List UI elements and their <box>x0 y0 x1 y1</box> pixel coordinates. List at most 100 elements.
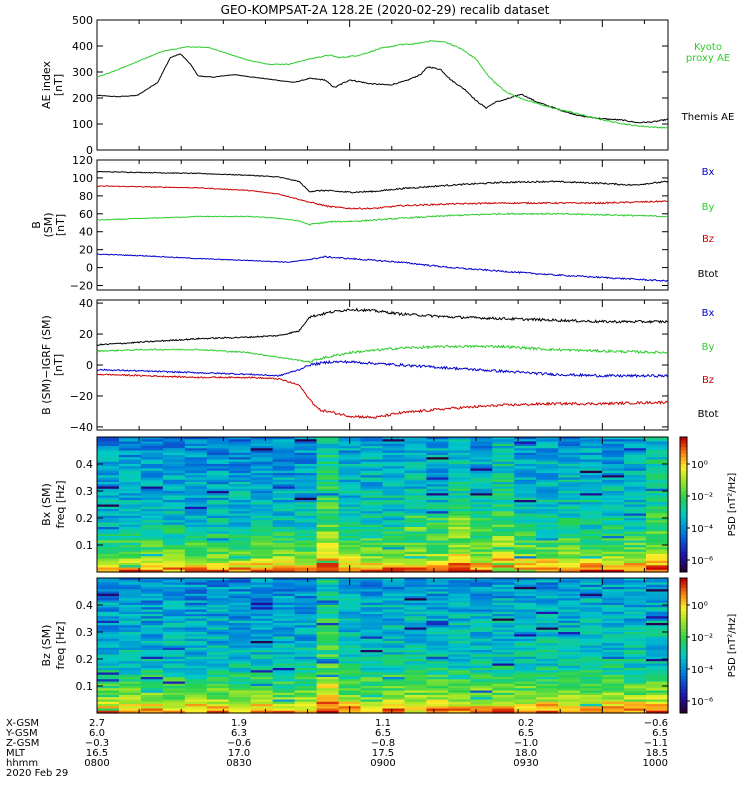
spectrogram-cell <box>470 466 493 470</box>
spectrogram-cell <box>646 536 669 539</box>
spectrogram-cell <box>162 531 186 535</box>
spectrogram-cell <box>294 488 318 492</box>
spectrogram-cell <box>514 518 537 521</box>
spectrogram-cell <box>470 679 493 683</box>
spectrogram-cell <box>404 654 428 658</box>
colorbar-segment <box>680 460 687 465</box>
spectrogram-cell <box>492 692 515 696</box>
spectrogram-cell <box>162 584 186 588</box>
spectrogram-cell <box>514 580 537 584</box>
spectrogram-cell <box>602 636 625 640</box>
spectrogram-cell <box>558 692 581 696</box>
spectrogram-cell <box>316 645 340 649</box>
spectrogram-cell <box>294 540 318 544</box>
spectrogram-cell <box>404 448 428 452</box>
spectrogram-cell <box>536 443 559 447</box>
spectrogram-cell <box>206 634 230 638</box>
spectrogram-cell <box>162 437 186 440</box>
spectrogram-cell <box>382 674 406 678</box>
spectrogram-cell <box>646 645 669 649</box>
spectrogram-cell <box>97 645 120 649</box>
spectrogram-cell <box>97 475 120 479</box>
spectrogram-cell <box>140 607 164 611</box>
spectrogram-cell <box>580 565 603 569</box>
colorbar-segment <box>680 558 687 563</box>
series-line-bx <box>97 253 668 282</box>
spectrogram-cell <box>316 448 340 452</box>
spectrogram-cell <box>184 565 208 569</box>
spectrogram-cell <box>558 641 581 644</box>
ephemeris-value: 16.5 <box>86 748 108 759</box>
spectrogram-cell <box>580 645 603 649</box>
spectrogram-cell <box>492 638 515 642</box>
spectrogram-cell <box>580 504 603 508</box>
spectrogram-cell <box>382 641 406 644</box>
spectrogram-cell <box>97 455 120 458</box>
spectrogram-cell <box>470 681 493 685</box>
spectrogram-cell <box>646 563 669 566</box>
spectrogram-cell <box>206 556 230 560</box>
spectrogram-cell <box>624 627 647 631</box>
spectrogram-cell <box>162 493 186 497</box>
spectrogram-cell <box>426 437 449 440</box>
spectrogram-cell <box>272 600 296 604</box>
spectrogram-cell <box>360 638 384 642</box>
spectrogram-cell <box>338 504 362 508</box>
spectrogram-cell <box>118 518 142 521</box>
spectrogram-cell <box>646 560 669 564</box>
spectrogram-cell <box>514 567 537 571</box>
spectrogram-cell <box>492 529 515 533</box>
spectrogram-cell <box>162 446 186 449</box>
spectrogram-cell <box>624 473 647 476</box>
spectrogram-cell <box>514 522 537 526</box>
spectrogram-cell <box>206 656 230 660</box>
spectrogram-cell <box>580 491 603 494</box>
spectrogram-cell <box>184 589 208 593</box>
spectrogram-cell <box>184 593 208 597</box>
spectrogram-cell <box>404 513 428 517</box>
spectrogram-cell <box>140 650 164 653</box>
spectrogram-cell <box>360 486 384 490</box>
spectrogram-cell <box>294 623 318 626</box>
spectrogram-cell <box>624 533 647 537</box>
spectrogram-cell <box>514 461 537 465</box>
spectrogram-cell <box>624 569 647 573</box>
spectrogram-cell <box>536 524 559 528</box>
spectrogram-cell <box>97 522 120 526</box>
colorbar-segment <box>680 709 687 714</box>
spectrogram-cell <box>514 681 537 685</box>
spectrogram-cell <box>140 511 164 515</box>
spectrogram-cell <box>580 538 603 542</box>
spectrogram-cell <box>272 605 296 608</box>
spectrogram-cell <box>250 479 274 483</box>
spectrogram-cell <box>602 560 625 564</box>
spectrogram-cell <box>404 468 428 472</box>
spectrogram-cell <box>492 623 515 626</box>
spectrogram-cell <box>140 563 164 566</box>
spectrogram-cell <box>624 551 647 555</box>
spectrogram-cell <box>316 643 340 647</box>
spectrogram-cell <box>492 450 515 454</box>
spectrogram-cell <box>646 598 669 602</box>
spectrogram-cell <box>360 567 384 571</box>
spectrogram-cell <box>646 688 669 692</box>
spectrogram-cell <box>97 461 120 465</box>
spectrogram-cell <box>646 482 669 485</box>
spectrogram-cell <box>580 522 603 526</box>
spectrogram-cell <box>228 439 252 443</box>
spectrogram-cell <box>426 479 449 483</box>
spectrogram-cell <box>294 578 318 581</box>
spectrogram-cell <box>448 679 471 683</box>
spectrogram-cell <box>404 710 428 714</box>
spectrogram-cell <box>360 518 384 521</box>
spectrogram-cell <box>206 439 230 443</box>
spectrogram-cell <box>470 688 493 692</box>
spectrogram-cell <box>448 618 471 622</box>
spectrogram-cell <box>426 598 449 602</box>
spectrogram-cell <box>140 710 164 714</box>
spectrogram-cell <box>97 607 120 611</box>
spectrogram-cell <box>338 542 362 546</box>
spectrogram-cell <box>162 513 186 517</box>
spectrogram-cell <box>624 443 647 447</box>
spectrogram-cell <box>492 495 515 499</box>
